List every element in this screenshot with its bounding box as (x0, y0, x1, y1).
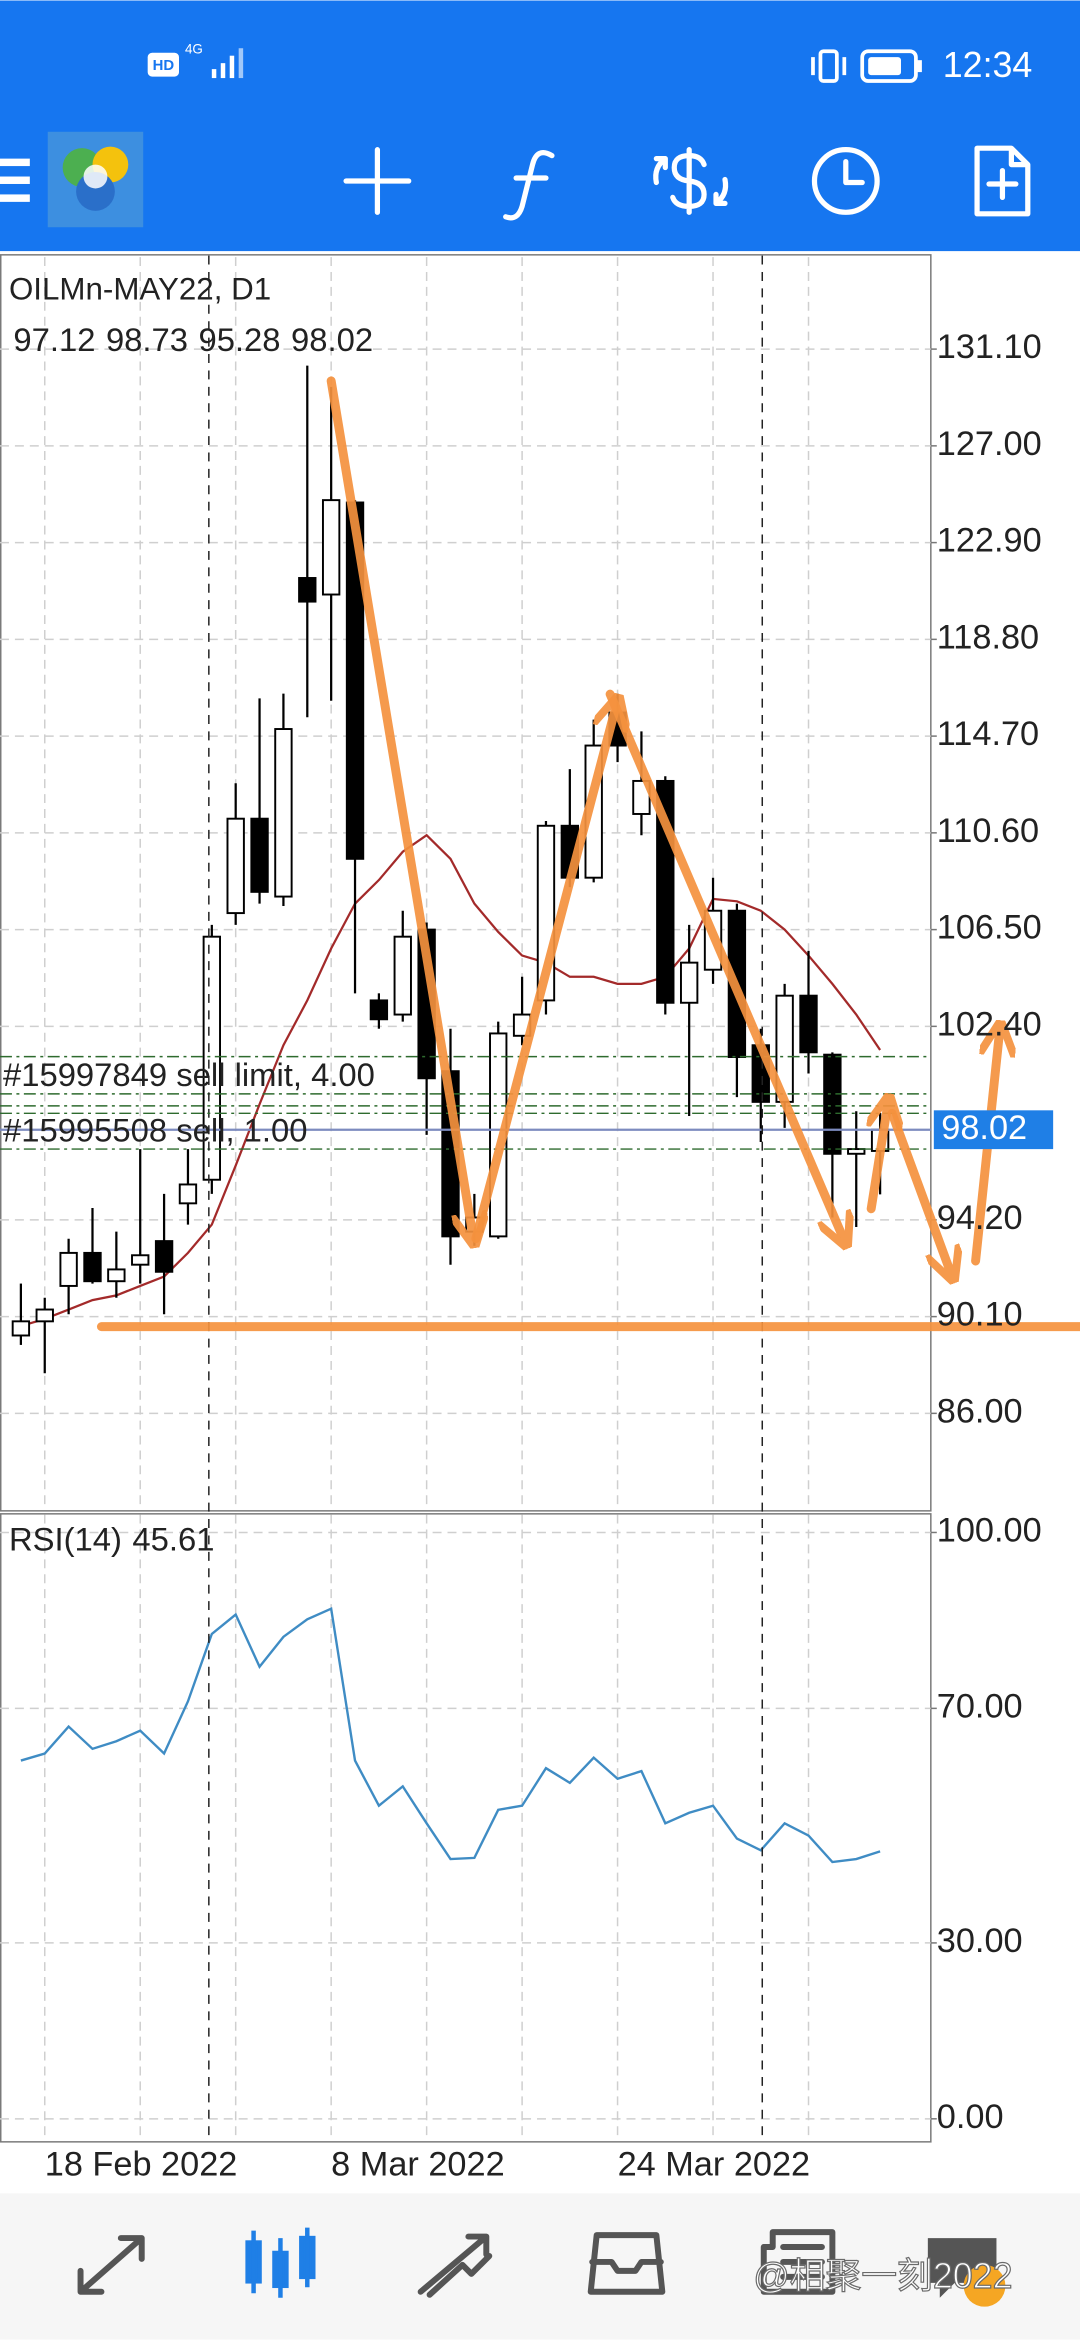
arrow (605, 689, 843, 1237)
chart-title: OILMn-MAY22, D1 (9, 272, 271, 307)
app-header (0, 0, 1080, 252)
new-order-button[interactable] (974, 145, 1031, 217)
ohlc-readout: 97.12 98.73 95.28 98.02 (13, 321, 373, 358)
candle-body (107, 1268, 126, 1283)
arrow (471, 706, 616, 1244)
annotations (96, 376, 1080, 1332)
rsi-panel (0, 1513, 932, 2143)
candle-body (11, 1320, 31, 1337)
candle-body (799, 994, 818, 1054)
watermark: @相聚一刻2022 (753, 2256, 1012, 2296)
open-value: 97.12 (13, 321, 95, 358)
high-value: 98.73 (106, 321, 188, 358)
trade-button[interactable] (653, 147, 729, 215)
order-levels (0, 1055, 931, 1115)
arrow (871, 1106, 887, 1214)
candle-body (35, 1308, 54, 1323)
price-label-box (933, 1110, 1054, 1150)
y-tick-label: 86.00 (937, 1392, 1023, 1430)
menu-button[interactable] (0, 158, 30, 202)
close-value: 98.02 (291, 321, 373, 358)
candle-body (847, 1148, 866, 1155)
y-tick-label: 127.00 (937, 425, 1042, 463)
rsi-name: RSI(14) (9, 1520, 122, 1557)
candle-body (393, 935, 412, 1016)
y-tick-label: 110.60 (937, 812, 1039, 850)
y-tick-label: 122.90 (937, 522, 1042, 560)
y-tick-label: 118.80 (937, 618, 1039, 656)
candle-body (679, 961, 699, 1004)
crosshair-button[interactable] (343, 147, 412, 215)
indicators-button[interactable] (503, 150, 555, 221)
period-button[interactable] (811, 147, 880, 215)
candle-body (59, 1251, 78, 1287)
candle-body (83, 1251, 102, 1283)
order-label: #15997849 sell limit, 4.00 (3, 1056, 375, 1093)
y-tick-label: 30.00 (937, 1922, 1023, 1960)
x-tick-label: 18 Feb 2022 (45, 2146, 238, 2184)
candle-body (321, 499, 341, 596)
rsi-value: 45.61 (132, 1520, 214, 1557)
candle-body (274, 728, 293, 898)
price-label: 98.02 (941, 1109, 1027, 1147)
history-tab[interactable] (587, 2232, 666, 2295)
trade-tab[interactable] (417, 2233, 493, 2298)
hd-label: HD (153, 58, 175, 74)
candle-body (226, 817, 245, 915)
candle-body (131, 1254, 150, 1266)
candle-body (154, 1240, 174, 1273)
price-panel (0, 254, 932, 1512)
candle-body (202, 935, 221, 1181)
low-value: 95.28 (198, 321, 280, 358)
candle-body (178, 1183, 198, 1205)
order-label: #15995508 sell, 1.00 (3, 1111, 308, 1148)
y-tick-label: 90.10 (937, 1296, 1023, 1334)
arrow (326, 376, 473, 1236)
y-tick-label: 70.00 (937, 1687, 1023, 1725)
y-tick-label: 0.00 (937, 2098, 1004, 2136)
chart-tab[interactable] (245, 2227, 316, 2298)
signal-icon (211, 48, 244, 79)
candle-body (823, 1053, 842, 1155)
rsi-title: RSI(14) 45.61 (9, 1520, 215, 1557)
plot-area (0, 257, 937, 2142)
hd-badge (147, 52, 180, 77)
y-tick-label: 102.40 (937, 1005, 1042, 1043)
clock: 12:34 (943, 45, 1033, 85)
y-tick-label: 100.00 (937, 1512, 1042, 1550)
y-tick-label: 114.70 (937, 715, 1039, 753)
arrow (887, 1108, 950, 1271)
messages-tab[interactable] (927, 2238, 1006, 2307)
bottom-nav (0, 2193, 1080, 2340)
candle-body (298, 577, 317, 603)
battery-icon (860, 49, 922, 83)
candle-body (369, 999, 389, 1021)
network-label: 4G (185, 41, 203, 56)
x-tick-label: 8 Mar 2022 (331, 2146, 505, 2184)
app-logo[interactable] (47, 131, 144, 228)
y-tick-label: 131.10 (937, 328, 1042, 366)
y-tick-label: 94.20 (937, 1199, 1023, 1237)
rsi-line (20, 1606, 881, 1864)
x-tick-label: 24 Mar 2022 (618, 2146, 811, 2184)
news-tab[interactable] (760, 2229, 836, 2295)
y-tick-label: 106.50 (937, 909, 1042, 947)
vibrate-icon (811, 49, 847, 83)
candle-body (250, 817, 269, 893)
quotes-tab[interactable] (77, 2235, 145, 2295)
